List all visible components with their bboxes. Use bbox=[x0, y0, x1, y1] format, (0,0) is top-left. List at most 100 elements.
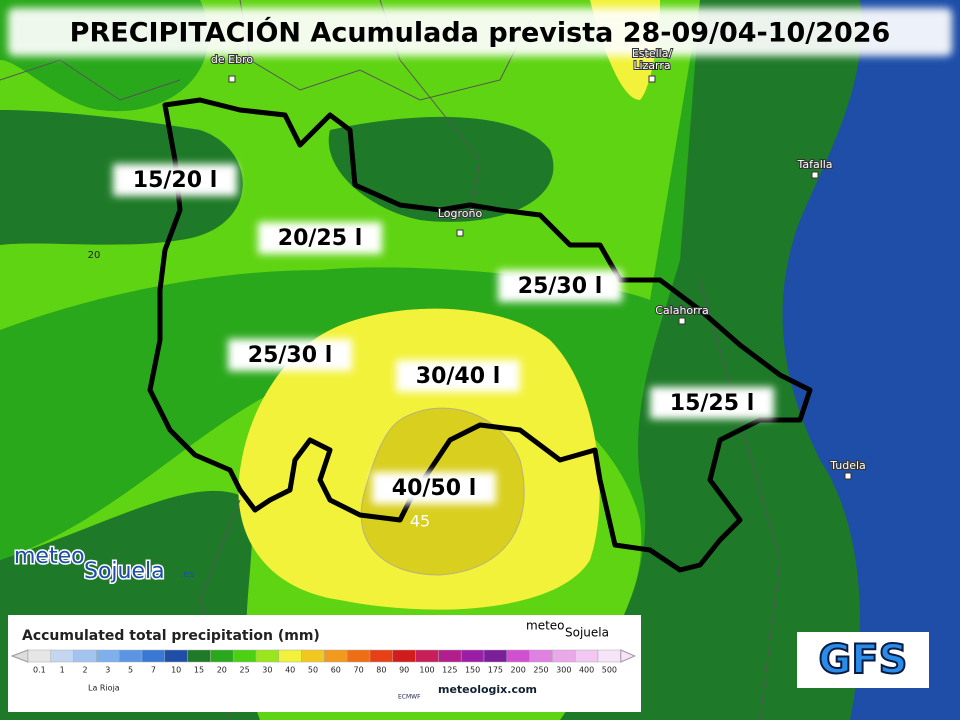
town-marker bbox=[811, 171, 819, 179]
town-label-line: Lizarra bbox=[633, 59, 670, 72]
legend-swatch bbox=[210, 649, 234, 663]
legend-swatch bbox=[96, 649, 120, 663]
title: PRECIPITACIÓN Acumulada prevista 28-09/0… bbox=[70, 17, 891, 49]
zone-label: 40/50 l bbox=[392, 476, 476, 501]
legend-value: 500 bbox=[602, 666, 617, 675]
legend-value: 2 bbox=[82, 666, 87, 675]
legend-swatch bbox=[483, 649, 508, 663]
label-glow bbox=[228, 339, 352, 371]
zone-label: 25/30 l bbox=[248, 343, 332, 368]
label-glow bbox=[650, 387, 774, 419]
label-glow bbox=[498, 270, 622, 302]
legend-value: 0.1 bbox=[33, 666, 46, 675]
town-marker bbox=[844, 472, 852, 480]
legend-swatch bbox=[324, 649, 348, 663]
contour-label: 20 bbox=[88, 250, 101, 261]
zone-label: 15/20 l bbox=[133, 168, 217, 193]
logo: meteo bbox=[14, 544, 85, 569]
town-label: Estella/Lizarra bbox=[632, 47, 673, 72]
town-label-line: Estella/ bbox=[632, 47, 673, 60]
legend-brand: meteo bbox=[526, 619, 565, 633]
town-label: de Ebro bbox=[211, 53, 253, 66]
legend-value: 90 bbox=[399, 666, 409, 675]
zone-label: 15/25 l bbox=[670, 391, 754, 416]
legend-swatch bbox=[50, 649, 74, 663]
legend-value: 30 bbox=[262, 666, 272, 675]
legend-swatch bbox=[506, 649, 530, 663]
legend-arrow bbox=[620, 649, 637, 663]
legend-swatch bbox=[255, 649, 280, 663]
logo: .es bbox=[180, 569, 195, 580]
town-marker bbox=[456, 229, 464, 237]
legend-title: Accumulated total precipitation (mm) bbox=[22, 628, 320, 644]
legend-value: 1 bbox=[60, 666, 65, 675]
label-glow bbox=[258, 222, 382, 254]
label-glow bbox=[113, 164, 237, 196]
legend-value: 70 bbox=[354, 666, 364, 675]
legend-swatch bbox=[438, 649, 462, 663]
legend-swatch bbox=[232, 649, 257, 663]
legend-value: 5 bbox=[128, 666, 133, 675]
legend-value: 3 bbox=[105, 666, 110, 675]
legend-swatch bbox=[27, 649, 52, 663]
legend-swatch bbox=[597, 649, 622, 663]
legend-source: meteologix.com bbox=[438, 683, 537, 696]
legend-value: 300 bbox=[556, 666, 571, 675]
zone-10 bbox=[782, 0, 960, 720]
legend-swatch bbox=[574, 649, 599, 663]
town-label: Tudela bbox=[829, 459, 866, 472]
legend-value: 25 bbox=[240, 666, 250, 675]
legend-value: 40 bbox=[285, 666, 295, 675]
legend-value: 80 bbox=[376, 666, 386, 675]
contour-label: 45 bbox=[410, 512, 430, 531]
zone-label: 30/40 l bbox=[416, 364, 500, 389]
legend-swatch bbox=[118, 649, 143, 663]
town-marker bbox=[648, 75, 656, 83]
zone-label: 20/25 l bbox=[278, 226, 362, 251]
legend-value: 250 bbox=[533, 666, 548, 675]
model-name: GFS bbox=[819, 637, 908, 683]
legend-value: 20 bbox=[217, 666, 227, 675]
legend-swatch bbox=[529, 649, 553, 663]
legend-swatch bbox=[164, 649, 188, 663]
legend-swatch bbox=[369, 649, 394, 663]
legend-value: 150 bbox=[465, 666, 480, 675]
title-backdrop bbox=[8, 8, 952, 56]
region-border bbox=[147, 97, 813, 573]
legend-brand: Sojuela bbox=[565, 626, 609, 640]
legend-value: 10 bbox=[171, 666, 181, 675]
legend-swatch bbox=[278, 649, 302, 663]
legend-swatch bbox=[73, 649, 97, 663]
legend-swatch bbox=[301, 649, 325, 663]
legend-panel bbox=[8, 615, 641, 712]
legend-value: 200 bbox=[511, 666, 526, 675]
legend-value: 50 bbox=[308, 666, 318, 675]
legend-swatch bbox=[392, 649, 416, 663]
legend-swatch bbox=[552, 649, 576, 663]
legend-value: 15 bbox=[194, 666, 204, 675]
legend-source: ECMWF bbox=[398, 694, 421, 701]
legend-swatch bbox=[187, 649, 211, 663]
legend-value: 60 bbox=[331, 666, 341, 675]
label-glow bbox=[372, 472, 496, 504]
label-glow bbox=[396, 360, 520, 392]
legend-value: 175 bbox=[488, 666, 503, 675]
legend-value: 400 bbox=[579, 666, 594, 675]
legend-value: 7 bbox=[151, 666, 156, 675]
town-label: Tafalla bbox=[796, 158, 832, 171]
zone-label: 25/30 l bbox=[518, 274, 602, 299]
town-marker bbox=[228, 75, 236, 83]
legend-swatch bbox=[460, 649, 485, 663]
town-label: Calahorra bbox=[655, 304, 709, 317]
legend-swatch bbox=[141, 649, 166, 663]
legend-value: 125 bbox=[442, 666, 457, 675]
legend-swatch bbox=[415, 649, 439, 663]
town-marker bbox=[678, 317, 686, 325]
logo: Sojuela bbox=[84, 559, 165, 584]
town-label: Logroño bbox=[438, 207, 483, 220]
model-box bbox=[797, 632, 929, 688]
legend-swatch bbox=[346, 649, 371, 663]
legend-region: La Rioja bbox=[88, 684, 120, 693]
